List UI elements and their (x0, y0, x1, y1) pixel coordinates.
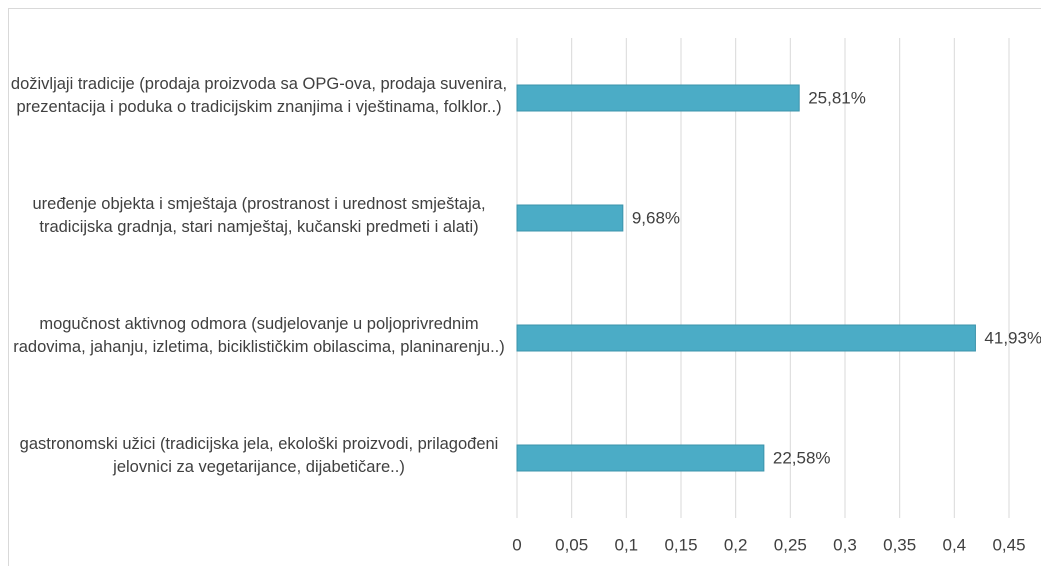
data-label: 41,93% (984, 328, 1041, 347)
data-label: 25,81% (808, 88, 866, 107)
bar (516, 444, 765, 472)
x-tick-label: 0,05 (555, 535, 588, 554)
y-tick-label: mogučnost aktivnog odmora (sudjelovanje … (13, 315, 505, 356)
data-label: 9,68% (632, 208, 680, 227)
y-tick-label: doživljaji tradicije (prodaja proizvoda … (10, 75, 508, 116)
x-tick-label: 0,25 (774, 535, 807, 554)
y-tick-label: uređenje objekta i smještaja (prostranos… (32, 195, 486, 236)
data-label: 22,58% (773, 448, 831, 467)
x-tick-label: 0 (512, 535, 521, 554)
bar (516, 84, 800, 112)
y-tick-label: gastronomski užici (tradicijska jela, ek… (19, 435, 499, 476)
bar (516, 324, 976, 352)
chart-border (8, 8, 1041, 566)
x-tick-label: 0,1 (615, 535, 639, 554)
x-tick-label: 0,4 (943, 535, 967, 554)
x-tick-label: 0,15 (664, 535, 697, 554)
x-tick-label: 0,2 (724, 535, 748, 554)
x-tick-label: 0,45 (992, 535, 1025, 554)
bar (516, 204, 624, 232)
x-tick-label: 0,3 (833, 535, 857, 554)
x-tick-label: 0,35 (883, 535, 916, 554)
